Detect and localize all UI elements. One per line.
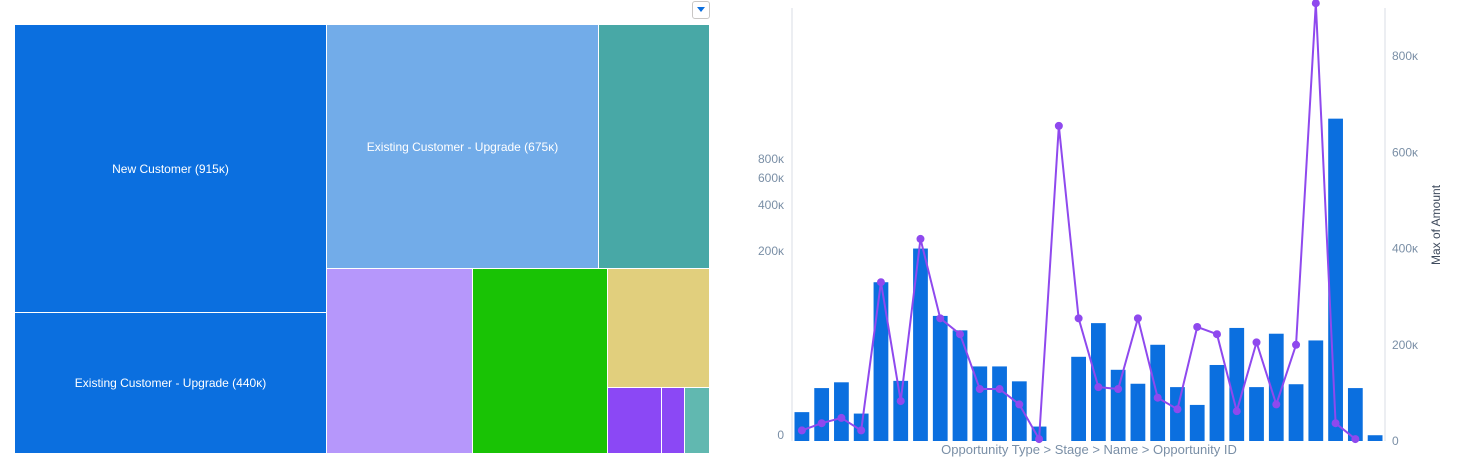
chevron-down-icon bbox=[697, 7, 705, 12]
bar bbox=[952, 330, 968, 441]
treemap: New Customer (915ĸ) Existing Customer - … bbox=[15, 25, 709, 453]
chart-menu-button[interactable] bbox=[692, 1, 710, 19]
line-point bbox=[1074, 314, 1083, 323]
tile-purple-a[interactable] bbox=[608, 388, 662, 453]
line-point bbox=[1153, 393, 1162, 402]
line-point bbox=[1173, 405, 1182, 414]
line-point bbox=[1311, 0, 1320, 8]
line-point bbox=[1054, 121, 1063, 130]
line-point bbox=[1331, 419, 1340, 428]
x-axis-title: Opportunity Type > Stage > Name > Opport… bbox=[941, 442, 1237, 457]
bar bbox=[992, 366, 1007, 441]
bar bbox=[1130, 383, 1146, 441]
left-tick-label: 200ĸ bbox=[758, 244, 785, 258]
bar bbox=[1071, 356, 1086, 441]
bar bbox=[1367, 435, 1383, 441]
line-point bbox=[1351, 435, 1360, 444]
bar bbox=[1189, 404, 1205, 441]
bar bbox=[972, 366, 988, 441]
bar bbox=[1249, 387, 1264, 441]
tile-existing-upgrade-675[interactable]: Existing Customer - Upgrade (675ĸ) bbox=[327, 25, 599, 269]
line-point bbox=[837, 413, 846, 422]
line-point bbox=[1292, 340, 1301, 349]
bar bbox=[1011, 381, 1027, 441]
tile-existing-upgrade-440[interactable]: Existing Customer - Upgrade (440ĸ) bbox=[15, 313, 327, 453]
line-point bbox=[1212, 330, 1221, 339]
bar bbox=[932, 315, 948, 441]
bar bbox=[893, 380, 909, 441]
tile-label: Existing Customer - Upgrade (440ĸ) bbox=[74, 376, 267, 390]
right-axis-title: Max of Amount bbox=[1429, 184, 1443, 265]
bar bbox=[1347, 388, 1363, 441]
line-point bbox=[1232, 407, 1241, 416]
line-point bbox=[1193, 322, 1202, 331]
left-tick-label: 400ĸ bbox=[758, 198, 785, 212]
right-tick-label: 0 bbox=[1392, 434, 1399, 448]
line-point bbox=[1114, 385, 1123, 394]
line-point bbox=[936, 314, 945, 323]
line-point bbox=[797, 426, 806, 435]
bar bbox=[1268, 333, 1284, 441]
line-point bbox=[1272, 400, 1281, 409]
line-point bbox=[995, 385, 1004, 394]
tile-label: Existing Customer - Upgrade (675ĸ) bbox=[366, 139, 559, 154]
line-point bbox=[1133, 314, 1142, 323]
tile-new-customer[interactable]: New Customer (915ĸ) bbox=[15, 25, 327, 313]
bar bbox=[873, 282, 889, 441]
line-point bbox=[916, 234, 925, 243]
bar bbox=[1229, 327, 1245, 441]
combo-chart: 0 200ĸ 400ĸ 600ĸ 800ĸ 0 200ĸ 400ĸ 600ĸ 800ĸ Max of… bbox=[758, 0, 1443, 457]
bar bbox=[1110, 369, 1126, 441]
left-tick-label: 600ĸ bbox=[758, 171, 785, 185]
right-tick-label: 400ĸ bbox=[1392, 242, 1419, 256]
line-point bbox=[1035, 435, 1044, 444]
tile-khaki[interactable] bbox=[608, 269, 709, 388]
line-point bbox=[1094, 383, 1103, 392]
bar bbox=[814, 388, 830, 441]
bar bbox=[1308, 340, 1324, 441]
bar bbox=[1170, 387, 1185, 441]
line-point bbox=[975, 385, 984, 394]
tile-purple-b[interactable] bbox=[662, 388, 685, 453]
bar bbox=[834, 382, 849, 441]
right-tick-label: 600ĸ bbox=[1392, 145, 1419, 159]
right-tick-label: 800ĸ bbox=[1392, 49, 1419, 63]
line-point bbox=[956, 330, 965, 339]
tile-label: New Customer (915ĸ) bbox=[112, 161, 229, 176]
bar bbox=[1209, 364, 1225, 441]
bar bbox=[1150, 344, 1166, 441]
tile-lavender[interactable] bbox=[327, 269, 473, 453]
tile-teal-small[interactable] bbox=[685, 388, 709, 453]
line-point bbox=[817, 419, 826, 428]
right-tick-label: 200ĸ bbox=[1392, 338, 1419, 352]
line-point bbox=[1015, 400, 1024, 409]
bar bbox=[1328, 118, 1343, 442]
left-tick-label: 0 bbox=[777, 428, 784, 442]
line-point bbox=[857, 426, 866, 435]
tile-teal[interactable] bbox=[599, 25, 709, 269]
line-point bbox=[876, 278, 885, 287]
bar bbox=[1091, 323, 1106, 441]
line-point bbox=[896, 397, 905, 406]
left-tick-label: 800ĸ bbox=[758, 152, 785, 166]
bar bbox=[913, 248, 928, 441]
line-point bbox=[1252, 338, 1261, 347]
tile-green[interactable] bbox=[473, 269, 608, 453]
bar bbox=[1288, 384, 1304, 441]
